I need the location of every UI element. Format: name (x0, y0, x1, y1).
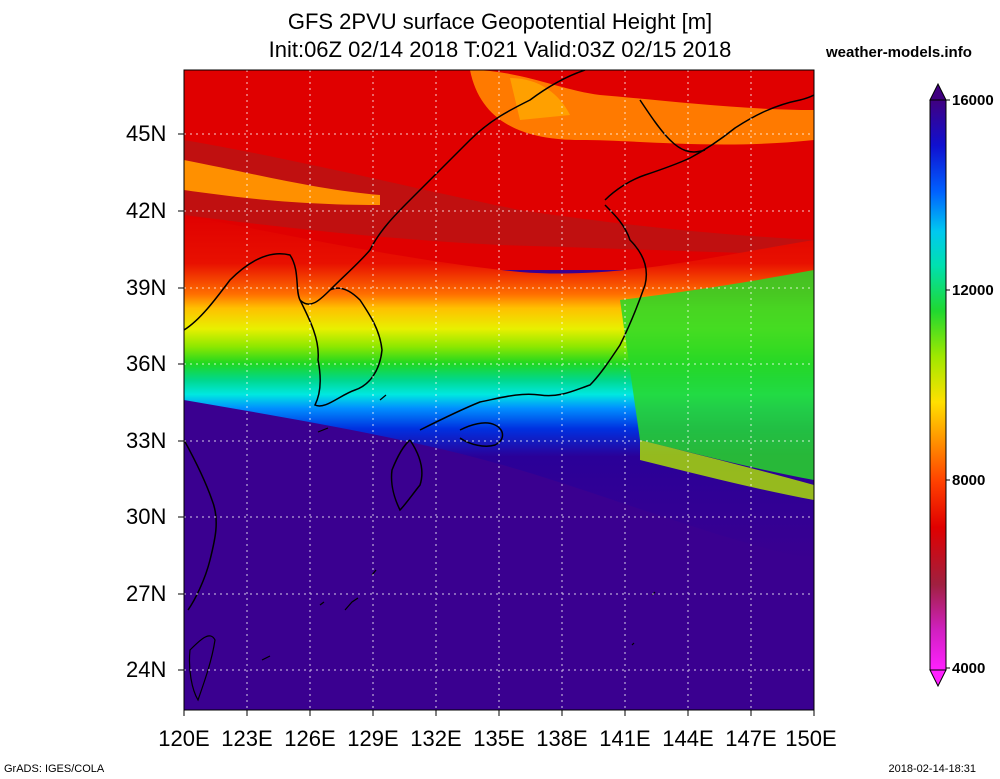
lat-label-39n: 39N (126, 275, 167, 300)
lat-label-36n: 36N (126, 351, 167, 376)
lon-label-129e: 129E (347, 726, 399, 751)
lon-label-135e: 135E (473, 726, 525, 751)
lat-label-42n: 42N (126, 198, 167, 223)
title-line-1: GFS 2PVU surface Geopotential Height [m] (287, 9, 713, 34)
lat-label-45n: 45N (126, 121, 167, 146)
height-field (184, 70, 814, 710)
lon-label-123e: 123E (221, 726, 273, 751)
lon-label-126e: 126E (284, 726, 336, 751)
lon-label-150e: 150E (785, 726, 837, 751)
footer-timestamp: 2018-02-14-18:31 (888, 763, 976, 775)
lat-label-33n: 33N (126, 428, 167, 453)
lon-label-132e: 132E (410, 726, 462, 751)
lon-label-120e: 120E (158, 726, 210, 751)
colorbar-bottom-arrow (929, 669, 947, 688)
weather-map (178, 69, 950, 716)
colorbar-top-arrow (929, 82, 947, 101)
lat-label-30n: 30N (126, 504, 167, 529)
lat-label-27n: 27N (126, 581, 167, 606)
colorbar-label-4000: 4000 (952, 660, 986, 677)
axis-ticks (178, 133, 815, 716)
colorbar-label-12000: 12000 (952, 282, 994, 299)
brand-label: weather-models.info (826, 44, 972, 61)
colorbar-label-8000: 8000 (952, 472, 986, 489)
lon-label-138e: 138E (536, 726, 588, 751)
lat-label-24n: 24N (126, 657, 167, 682)
lon-label-147e: 147E (725, 726, 777, 751)
lon-label-144e: 144E (662, 726, 714, 751)
colorbar-label-16000: 16000 (952, 92, 994, 109)
lon-label-141e: 141E (599, 726, 651, 751)
coastlines (184, 70, 814, 611)
footer-grads-credit: GrADS: IGES/COLA (4, 763, 105, 775)
colorbar (929, 82, 950, 688)
title-line-2: Init:06Z 02/14 2018 T:021 Valid:03Z 02/1… (268, 37, 732, 62)
colorbar-bar (929, 99, 947, 671)
grid-lines (184, 70, 814, 710)
